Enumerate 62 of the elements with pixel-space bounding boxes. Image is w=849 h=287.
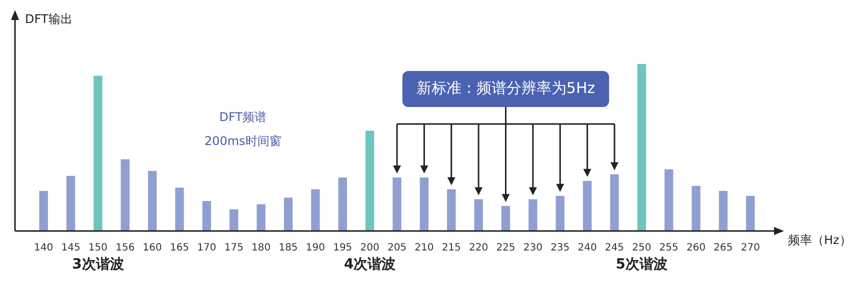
x-tick-label: 220: [469, 242, 488, 254]
x-tick-label: 140: [34, 242, 54, 254]
x-tick-label: 270: [740, 242, 760, 254]
bar: [230, 209, 238, 231]
annotation: DFT频谱: [219, 110, 266, 124]
x-tick-label: 205: [387, 242, 407, 254]
x-tick-label: 160: [142, 242, 162, 254]
x-tick-label: 195: [333, 242, 352, 254]
bar: [94, 76, 102, 231]
x-tick-label: 190: [306, 242, 325, 254]
x-tick-label: 185: [278, 242, 298, 254]
text: 5次谐波: [616, 256, 668, 273]
y-axis-title: DFT输出: [25, 12, 72, 26]
bar: [718, 190, 728, 231]
bar: [447, 189, 456, 231]
bar: [392, 178, 402, 231]
x-tick-label: 150: [88, 242, 108, 254]
bar: [420, 178, 429, 231]
x-tick-label: 175: [224, 242, 244, 254]
x-tick-label: 235: [550, 242, 570, 254]
x-tick-label: 145: [61, 242, 80, 254]
bar: [501, 206, 510, 231]
x-tick-label: 225: [496, 242, 516, 254]
x-tick-label: 180: [252, 242, 271, 254]
bar: [175, 188, 184, 231]
x-tick-label: 260: [686, 242, 706, 254]
bar: [365, 130, 374, 231]
bar: [284, 198, 293, 231]
x-axis-title: 频率（Hz）: [788, 233, 849, 248]
bar: [256, 204, 266, 231]
x-tick-label: 165: [170, 242, 190, 254]
x-tick-label: 215: [442, 242, 461, 254]
x-tick-label: 156: [116, 242, 135, 254]
bar: [202, 200, 212, 231]
bar: [39, 190, 48, 231]
x-tick-label: 250: [632, 242, 652, 254]
bar: [610, 174, 619, 231]
bar: [311, 189, 320, 231]
text: 3次谐波: [72, 256, 124, 273]
bar: [746, 196, 755, 231]
bar: [120, 159, 130, 231]
text: 4次谐波: [344, 256, 396, 273]
x-tick-label: 240: [578, 242, 597, 254]
annotation: 200ms时间窗: [204, 134, 282, 148]
bar: [474, 199, 483, 231]
bar: [528, 199, 538, 231]
bar: [556, 196, 564, 231]
x-tick-label: 210: [414, 242, 434, 254]
x-tick-label: 170: [197, 242, 216, 254]
bar: [692, 186, 700, 231]
bar: [664, 169, 674, 231]
x-tick-label: 200: [360, 242, 380, 254]
annotation: 新标准：频谱分辨率为5Hz: [416, 78, 596, 97]
bar: [66, 176, 76, 231]
bar: [338, 178, 347, 231]
x-tick-label: 255: [659, 242, 678, 254]
bar: [148, 170, 157, 231]
x-tick-label: 245: [604, 242, 624, 254]
bar: [637, 64, 646, 231]
x-tick-label: 265: [714, 242, 733, 254]
x-tick-label: 230: [523, 242, 542, 254]
bar: [582, 180, 592, 231]
